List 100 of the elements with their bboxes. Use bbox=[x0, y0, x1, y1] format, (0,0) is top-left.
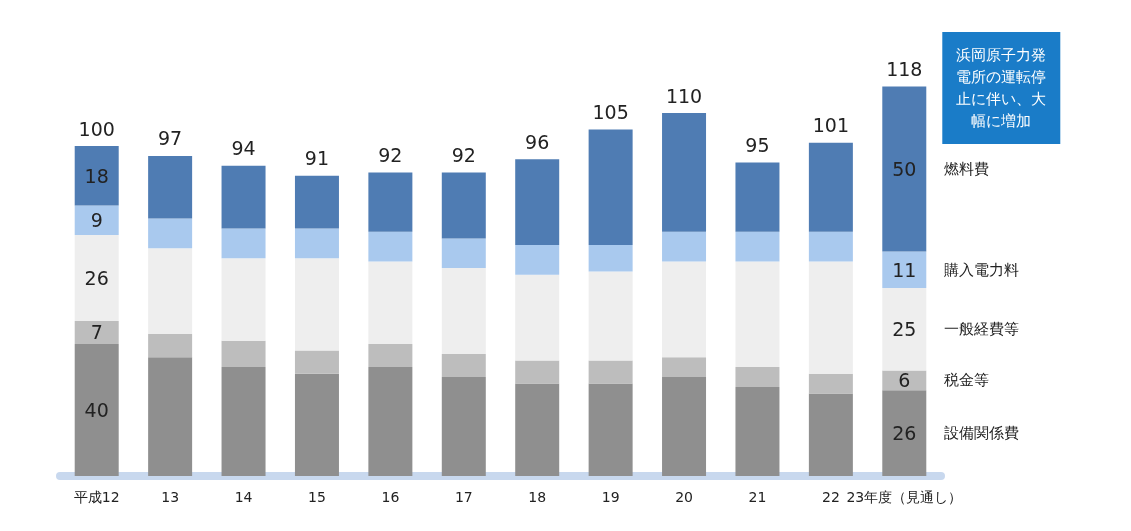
data-label: 18 bbox=[84, 164, 109, 187]
bar bbox=[368, 172, 413, 232]
total-label: 101 bbox=[812, 114, 850, 137]
x-tick-label: 13 bbox=[161, 489, 180, 505]
data-label: 50 bbox=[892, 158, 917, 181]
bar bbox=[735, 261, 780, 368]
bar bbox=[588, 245, 633, 272]
total-label: 92 bbox=[378, 143, 403, 166]
total-label: 110 bbox=[665, 84, 703, 107]
series-label: 設備関係費 bbox=[944, 424, 1020, 443]
bar bbox=[882, 86, 927, 252]
data-label: 7 bbox=[90, 321, 103, 344]
x-tick-label: 19 bbox=[601, 489, 620, 505]
bar bbox=[294, 175, 339, 229]
total-label: 105 bbox=[592, 101, 629, 123]
bar bbox=[515, 360, 560, 384]
bar bbox=[882, 370, 927, 391]
series-label: 燃料費 bbox=[944, 160, 990, 179]
total-label: 96 bbox=[525, 130, 550, 153]
bar bbox=[662, 357, 707, 377]
bar bbox=[221, 165, 266, 229]
total-label: 95 bbox=[745, 134, 770, 156]
text: 浜岡原子力発電所の運転停止に伴い、大幅に増加 bbox=[956, 46, 1047, 130]
bar bbox=[662, 261, 707, 358]
bar bbox=[368, 367, 413, 476]
total-label: 118 bbox=[886, 58, 923, 81]
x-tick-label: 22 bbox=[821, 489, 840, 505]
bar bbox=[294, 228, 339, 259]
bar bbox=[221, 228, 266, 259]
bar bbox=[294, 258, 339, 351]
bar bbox=[148, 155, 193, 219]
bar bbox=[74, 235, 119, 321]
bar bbox=[808, 261, 853, 374]
bar bbox=[662, 231, 707, 262]
series-label: 一般経費等 bbox=[944, 320, 1020, 339]
x-tick-label: 20 bbox=[675, 489, 693, 505]
bar bbox=[221, 367, 266, 476]
total-label: 100 bbox=[78, 117, 115, 140]
data-label: 26 bbox=[892, 422, 917, 445]
x-tick-label: 平成12 bbox=[73, 489, 120, 505]
x-tick-label: 21 bbox=[748, 489, 767, 505]
bar bbox=[808, 393, 853, 476]
total-label: 91 bbox=[304, 147, 330, 170]
bar bbox=[148, 218, 193, 249]
bar bbox=[294, 373, 339, 476]
series-label: 購入電力料 bbox=[944, 260, 1020, 279]
bar bbox=[148, 248, 193, 335]
bar bbox=[221, 258, 266, 341]
data-label: 25 bbox=[892, 318, 917, 341]
x-tick-label: 23年度（見通し） bbox=[846, 489, 963, 505]
bar bbox=[515, 245, 560, 275]
bar bbox=[515, 383, 560, 476]
bar bbox=[588, 360, 633, 384]
bar bbox=[808, 142, 853, 232]
data-label: 11 bbox=[892, 258, 917, 281]
bar bbox=[588, 383, 633, 476]
bar bbox=[735, 162, 780, 232]
data-label: 26 bbox=[84, 267, 109, 289]
bar bbox=[662, 377, 707, 476]
total-label: 92 bbox=[451, 143, 476, 166]
bar bbox=[588, 129, 633, 245]
series-label: 税金等 bbox=[944, 371, 990, 390]
bar bbox=[74, 344, 119, 476]
bar bbox=[735, 231, 780, 262]
data-label: 40 bbox=[84, 399, 109, 421]
x-tick-label: 18 bbox=[528, 489, 547, 505]
bar bbox=[662, 113, 707, 232]
bar bbox=[808, 373, 853, 394]
bar bbox=[368, 344, 413, 368]
x-tick-label: 17 bbox=[454, 489, 473, 505]
bar bbox=[74, 205, 119, 236]
bar bbox=[515, 159, 560, 245]
bar bbox=[221, 340, 266, 368]
bar bbox=[735, 386, 780, 476]
bar bbox=[882, 390, 927, 476]
x-tick-label: 14 bbox=[234, 489, 253, 505]
bar bbox=[74, 320, 119, 344]
bar bbox=[74, 146, 119, 206]
data-label: 6 bbox=[898, 369, 911, 392]
bar bbox=[441, 377, 486, 476]
bar bbox=[441, 172, 486, 239]
bar bbox=[294, 350, 339, 374]
bar bbox=[441, 353, 486, 377]
bar bbox=[588, 271, 633, 361]
data-label: 9 bbox=[90, 209, 103, 232]
bar bbox=[368, 261, 413, 344]
bar bbox=[808, 231, 853, 262]
bar bbox=[882, 251, 927, 288]
bar bbox=[515, 274, 560, 361]
bar bbox=[148, 357, 193, 476]
bar bbox=[735, 367, 780, 387]
x-tick-label: 15 bbox=[308, 489, 326, 505]
total-label: 94 bbox=[231, 137, 256, 160]
bar bbox=[441, 238, 486, 269]
bar bbox=[148, 334, 193, 358]
bar bbox=[882, 287, 927, 371]
total-label: 97 bbox=[158, 127, 183, 150]
bar bbox=[368, 231, 413, 262]
bar bbox=[441, 268, 486, 354]
x-tick-label: 16 bbox=[381, 489, 400, 505]
